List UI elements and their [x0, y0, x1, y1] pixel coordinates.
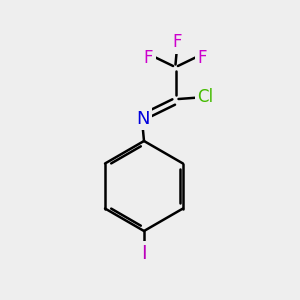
Text: Cl: Cl	[197, 88, 214, 106]
Text: N: N	[136, 110, 149, 128]
Text: I: I	[141, 244, 147, 263]
Text: F: F	[198, 50, 207, 68]
Text: F: F	[144, 50, 153, 68]
Text: F: F	[172, 33, 182, 51]
